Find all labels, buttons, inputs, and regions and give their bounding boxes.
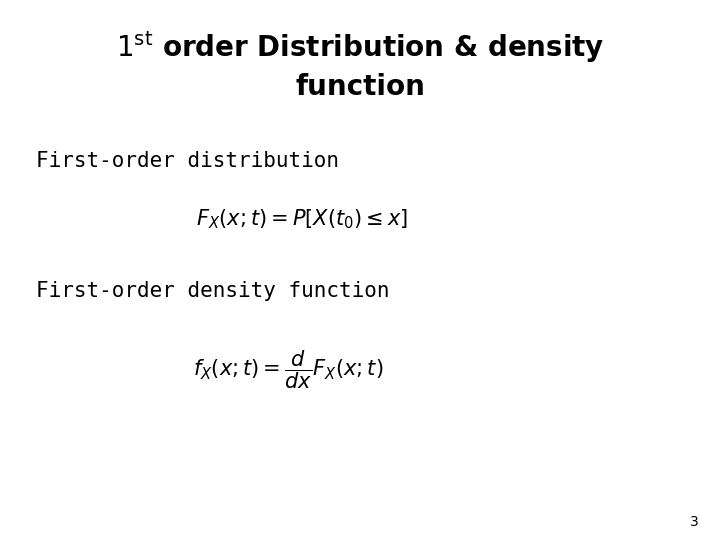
Text: First-order distribution: First-order distribution: [36, 151, 339, 171]
Text: $f_{X}(x;t) = \dfrac{d}{dx}F_{X}(x;t)$: $f_{X}(x;t) = \dfrac{d}{dx}F_{X}(x;t)$: [193, 348, 383, 391]
Text: $F_{X}(x;t) = P\left[X(t_0) \leq x\right]$: $F_{X}(x;t) = P\left[X(t_0) \leq x\right…: [197, 208, 408, 232]
Text: 3: 3: [690, 515, 698, 529]
Text: $1^{\mathrm{st}}$ order Distribution & density: $1^{\mathrm{st}}$ order Distribution & d…: [116, 30, 604, 65]
Text: function: function: [295, 73, 425, 101]
Text: First-order density function: First-order density function: [36, 281, 390, 301]
